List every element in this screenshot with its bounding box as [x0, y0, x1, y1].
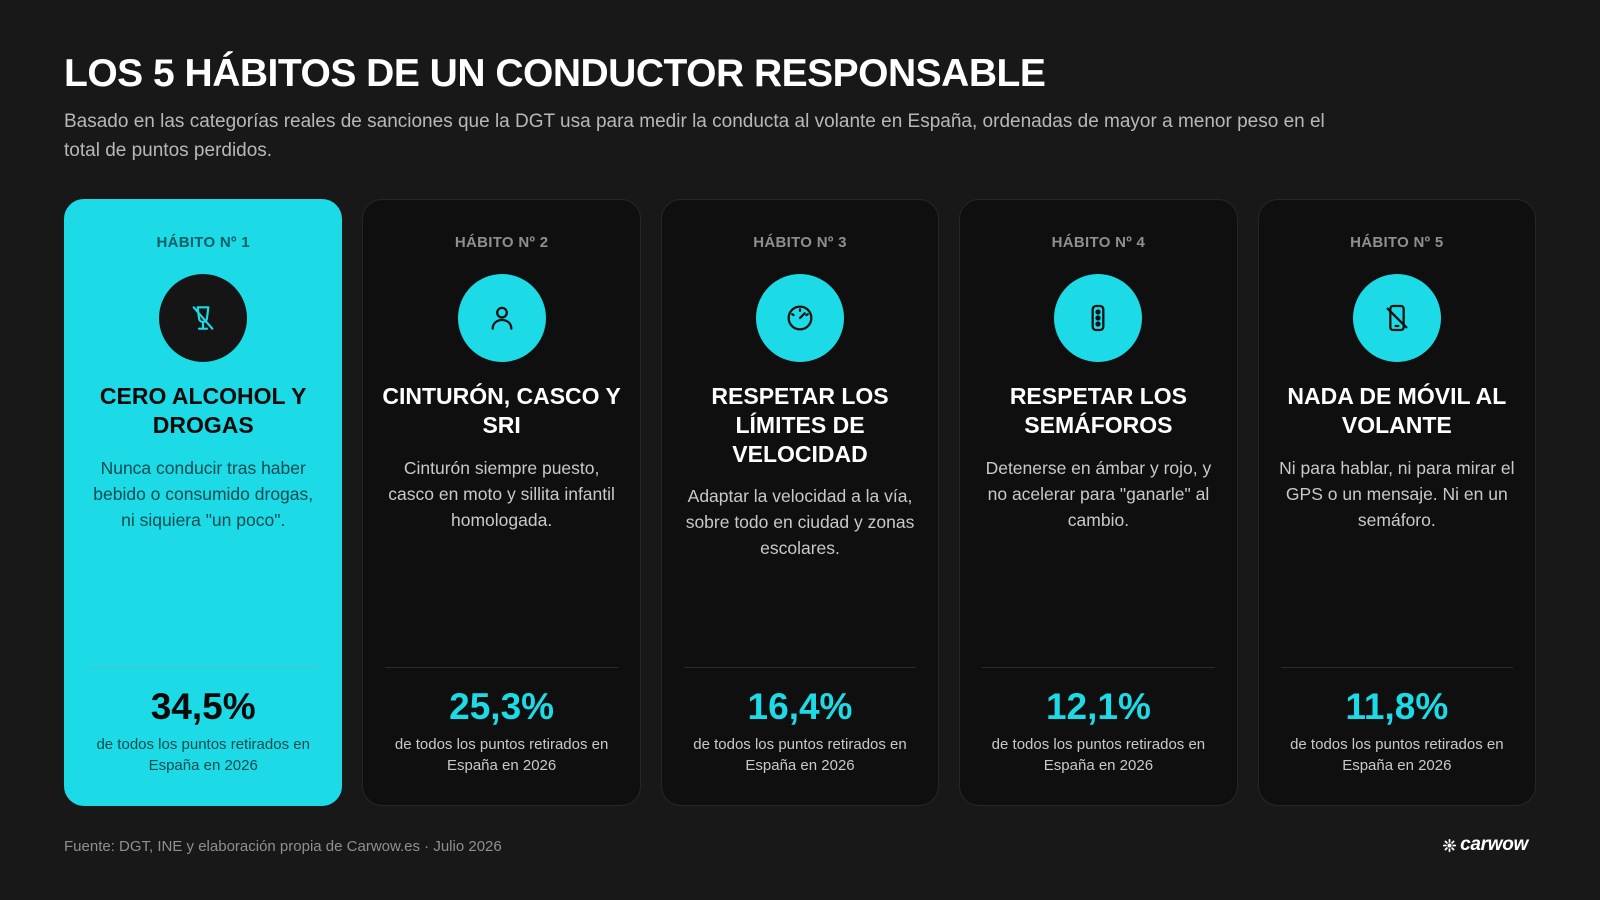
- habit-stat-caption: de todos los puntos retirados en España …: [394, 736, 609, 774]
- card-divider: [982, 667, 1215, 668]
- habit-icon-circle: [1054, 274, 1143, 362]
- habit-number-label: HÁBITO Nº 2: [454, 234, 549, 251]
- card-divider: [87, 667, 320, 668]
- habit-number-label: HÁBITO Nº 4: [1051, 234, 1146, 251]
- card-divider: [683, 667, 917, 668]
- habits-cards: HÁBITO Nº 1 CERO ALCOHOL Y DROGAS Nunca …: [64, 199, 1537, 806]
- habit-number-label: HÁBITO Nº 5: [1350, 234, 1444, 251]
- habit-card-4: HÁBITO Nº 4 RESPETAR LOS SEMÁFOROS Deten…: [959, 199, 1238, 806]
- habit-stat-caption: de todos los puntos retirados en España …: [1290, 736, 1504, 774]
- habit-card-2: HÁBITO Nº 2 CINTURÓN, CASCO Y SRI Cintur…: [362, 199, 641, 806]
- speedometer-icon: [787, 305, 813, 331]
- habit-card-5: HÁBITO Nº 5 NADA DE MÓVIL AL VOLANTE Ni …: [1257, 199, 1537, 806]
- habit-number-label: HÁBITO Nº 3: [753, 234, 847, 251]
- habit-icon-circle: [1352, 274, 1441, 362]
- habit-icon-circle: [756, 274, 845, 362]
- carwow-logo: carwow: [1442, 834, 1528, 856]
- brand-name: carwow: [1460, 834, 1528, 855]
- habit-stat-value: 16,4%: [747, 686, 853, 727]
- habit-stat-caption: de todos los puntos retirados en España …: [693, 736, 907, 774]
- habit-stat-value: 25,3%: [449, 686, 555, 727]
- habit-heading: CINTURÓN, CASCO Y SRI: [382, 383, 621, 438]
- habit-heading: RESPETAR LOS LÍMITES DE VELOCIDAD: [711, 383, 889, 467]
- habit-stat-value: 12,1%: [1045, 686, 1151, 727]
- habit-heading: CERO ALCOHOL Y DROGAS: [99, 383, 307, 438]
- traffic-light-icon: [1091, 304, 1105, 332]
- carwow-logo-icon: [1443, 838, 1457, 852]
- page-title: LOS 5 HÁBITOS DE UN CONDUCTOR RESPONSABL…: [64, 52, 1046, 95]
- habit-card-3: HÁBITO Nº 3 RESPETAR LOS LÍMITES DE VELO…: [660, 199, 940, 806]
- no-alcohol-glass-icon: [192, 306, 214, 330]
- habit-description: Cinturón siempre puesto, casco en moto y…: [388, 458, 615, 530]
- habit-stat-value: 34,5%: [150, 686, 256, 727]
- card-divider: [1280, 667, 1514, 668]
- habit-stat-caption: de todos los puntos retirados en España …: [96, 736, 310, 774]
- habit-number-label: HÁBITO Nº 1: [156, 234, 250, 251]
- habit-description: Detenerse en ámbar y rojo, y no acelerar…: [985, 458, 1212, 530]
- person-icon: [491, 306, 513, 330]
- habit-description: Adaptar la velocidad a la vía, sobre tod…: [685, 486, 915, 558]
- habit-stat-value: 11,8%: [1345, 686, 1449, 727]
- no-phone-icon: [1386, 304, 1408, 332]
- source-note: Fuente: DGT, INE y elaboración propia de…: [64, 838, 502, 855]
- habit-icon-circle: [457, 274, 546, 362]
- habit-heading: RESPETAR LOS SEMÁFOROS: [1009, 383, 1188, 438]
- habit-description: Nunca conducir tras haber bebido o consu…: [93, 458, 314, 530]
- habit-card-1: HÁBITO Nº 1 CERO ALCOHOL Y DROGAS Nunca …: [64, 199, 343, 806]
- page-subtitle: Basado en las categorías reales de sanci…: [64, 111, 1325, 161]
- habit-icon-circle: [159, 274, 248, 362]
- card-divider: [385, 667, 618, 668]
- habit-description: Ni para hablar, ni para mirar el GPS o u…: [1279, 458, 1515, 530]
- habit-heading: NADA DE MÓVIL AL VOLANTE: [1287, 383, 1507, 438]
- habit-stat-caption: de todos los puntos retirados en España …: [991, 736, 1206, 774]
